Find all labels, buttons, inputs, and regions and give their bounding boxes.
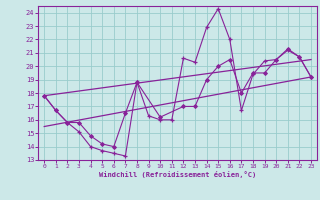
X-axis label: Windchill (Refroidissement éolien,°C): Windchill (Refroidissement éolien,°C) bbox=[99, 171, 256, 178]
